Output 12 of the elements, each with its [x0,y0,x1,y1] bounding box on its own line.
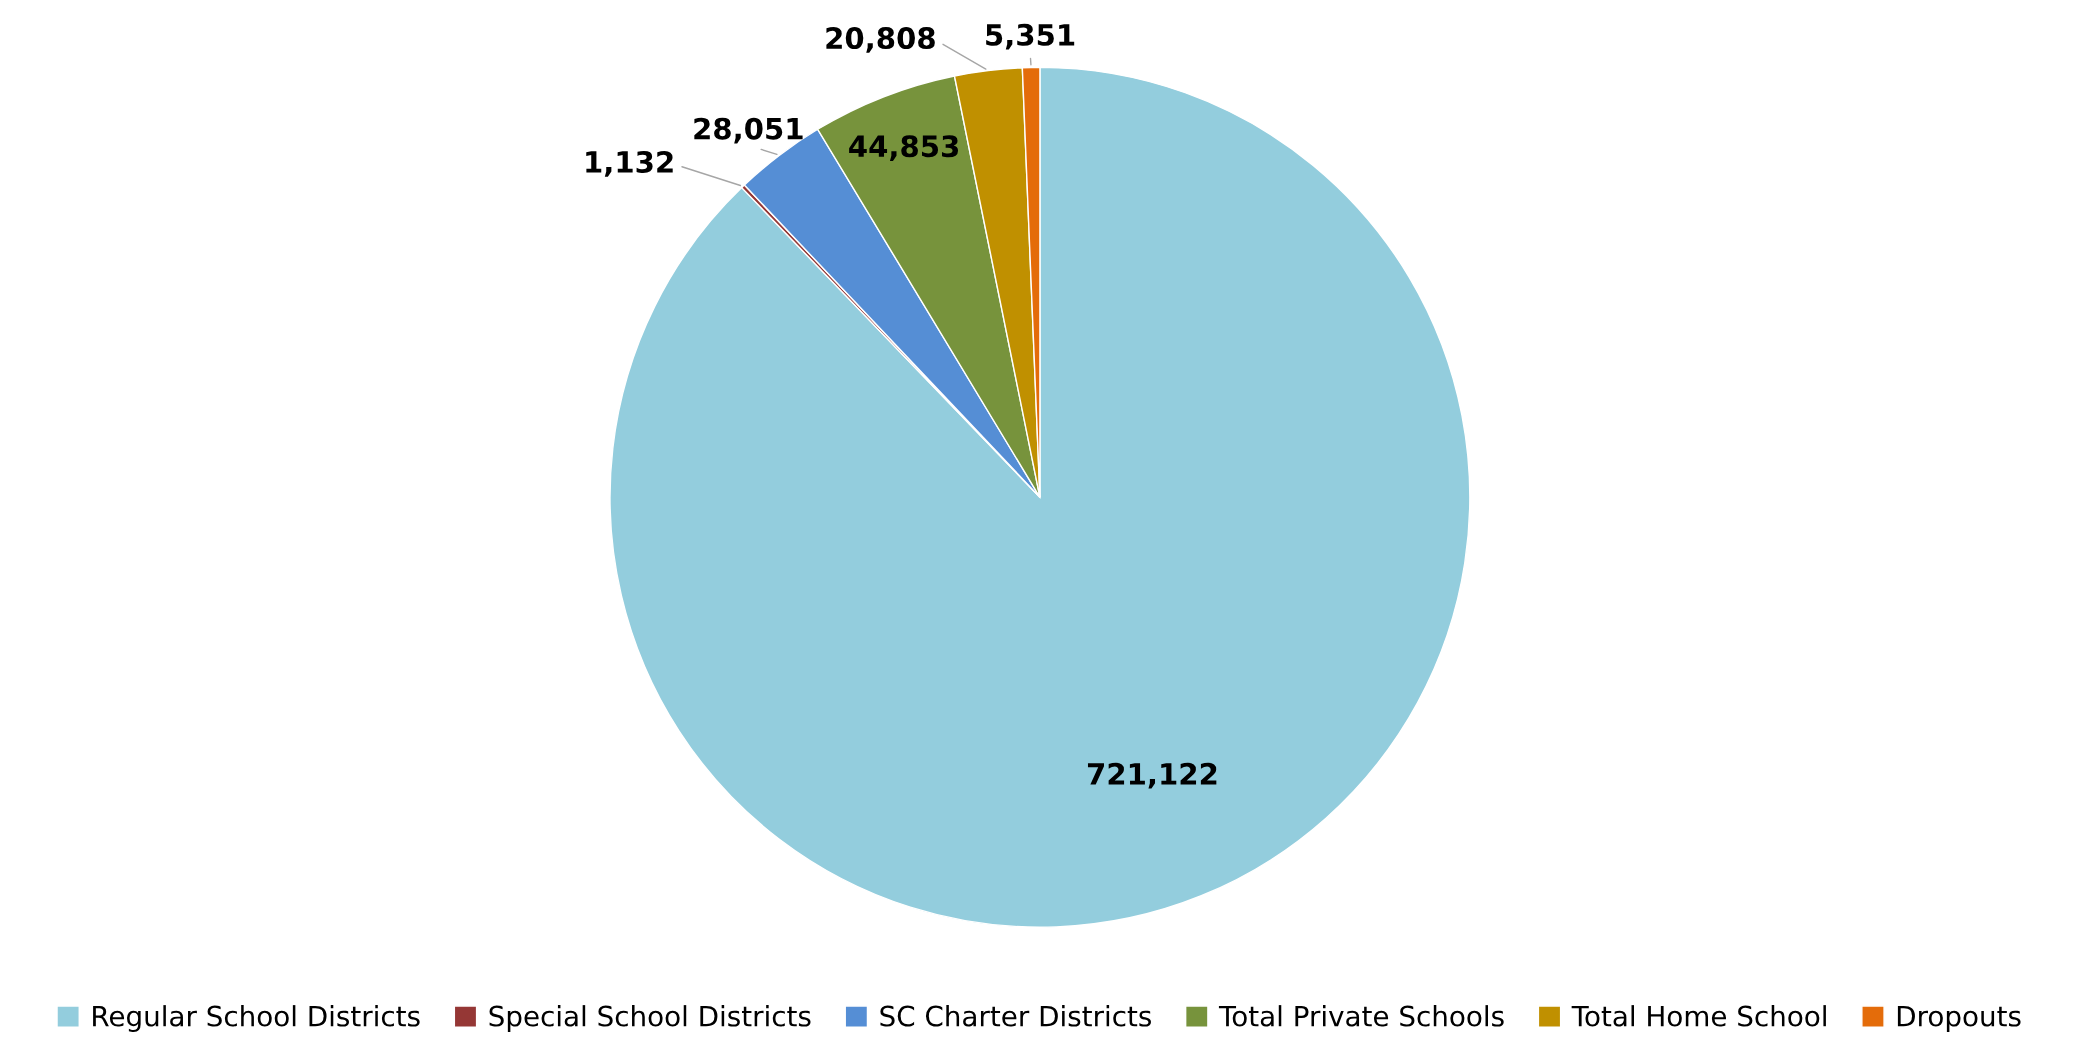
data-label: 721,122 [1087,762,1217,789]
legend-label: SC Charter Districts [880,1005,1151,1027]
data-label: 28,051 [694,117,803,144]
legend-label: Special School Districts [489,1005,811,1032]
legend-label: Total Private Schools [1218,1005,1504,1027]
legend-label: Total Home School [1571,1005,1826,1027]
data-label: 44,853 [849,135,959,161]
data-label: 20,808 [826,27,935,53]
legend-label: Dropouts [1897,1005,2021,1032]
legend-label: Regular School Districts [93,1005,420,1032]
data-label: 5,351 [986,23,1075,50]
data-label: 1,132 [586,150,673,177]
